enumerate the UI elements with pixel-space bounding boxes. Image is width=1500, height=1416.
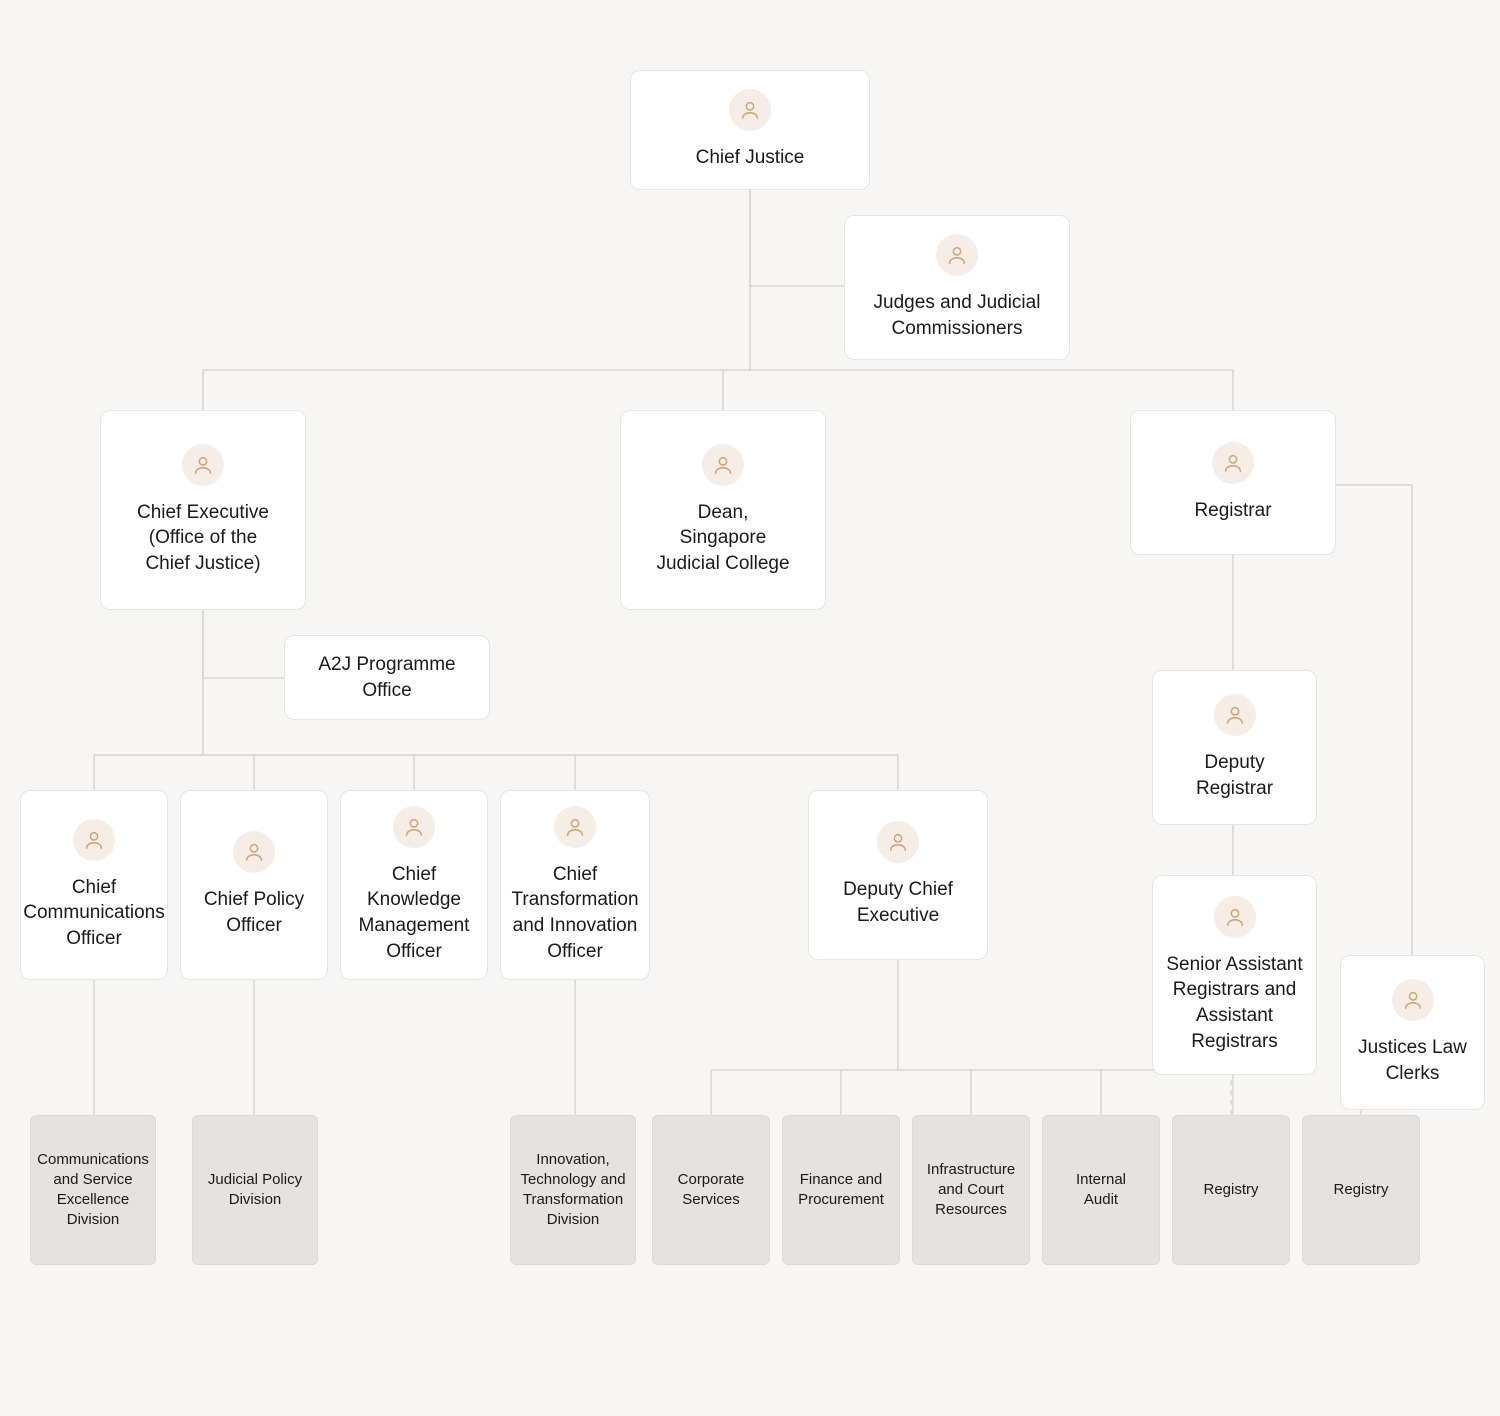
org-node-cco: Chief Communications Officer (20, 790, 168, 980)
org-leaf-label: Corporate Services (678, 1170, 745, 1211)
org-node-dean: Dean, Singapore Judicial College (620, 410, 826, 610)
org-node-label: A2J Programme Office (318, 652, 455, 703)
org-node-label: Chief Policy Officer (204, 887, 304, 938)
connector (203, 370, 1233, 410)
org-leaf-finance: Finance and Procurement (782, 1115, 900, 1265)
person-icon (1392, 979, 1434, 1021)
org-leaf-infra: Infrastructure and Court Resources (912, 1115, 1030, 1265)
org-node-sar: Senior Assistant Registrars and Assistan… (1152, 875, 1317, 1075)
org-node-label: Dean, Singapore Judicial College (656, 500, 789, 577)
org-chart-canvas: Chief Justice Judges and Judicial Commiss… (0, 0, 1500, 1416)
org-node-ctio: Chief Transformation and Innovation Offi… (500, 790, 650, 980)
person-icon (182, 444, 224, 486)
org-node-chief_executive: Chief Executive (Office of the Chief Jus… (100, 410, 306, 610)
org-node-label: Senior Assistant Registrars and Assistan… (1166, 952, 1302, 1055)
org-node-label: Chief Knowledge Management Officer (359, 862, 470, 965)
org-node-jlc: Justices Law Clerks (1340, 955, 1485, 1110)
org-leaf-label: Registry (1203, 1180, 1258, 1200)
org-node-dce: Deputy Chief Executive (808, 790, 988, 960)
org-leaf-label: Innovation, Technology and Transformatio… (520, 1150, 625, 1231)
org-node-label: Chief Communications Officer (23, 875, 165, 952)
org-node-label: Justices Law Clerks (1358, 1035, 1467, 1086)
org-leaf-corp: Corporate Services (652, 1115, 770, 1265)
org-node-judges: Judges and Judicial Commissioners (844, 215, 1070, 360)
org-node-label: Judges and Judicial Commissioners (874, 290, 1041, 341)
org-leaf-label: Infrastructure and Court Resources (927, 1160, 1015, 1221)
org-node-label: Chief Transformation and Innovation Offi… (511, 862, 638, 965)
org-node-label: Chief Executive (Office of the Chief Jus… (137, 500, 269, 577)
org-leaf-ittd: Innovation, Technology and Transformatio… (510, 1115, 636, 1265)
connector (711, 1070, 1231, 1115)
org-node-registrar: Registrar (1130, 410, 1336, 555)
org-node-chief_justice: Chief Justice (630, 70, 870, 190)
org-leaf-label: Judicial Policy Division (208, 1170, 302, 1211)
org-leaf-label: Communications and Service Excellence Di… (37, 1150, 149, 1231)
org-leaf-label: Internal Audit (1076, 1170, 1126, 1211)
org-node-a2j: A2J Programme Office (284, 635, 490, 720)
org-node-dep_registrar: Deputy Registrar (1152, 670, 1317, 825)
person-icon (393, 806, 435, 848)
org-leaf-comm_div: Communications and Service Excellence Di… (30, 1115, 156, 1265)
person-icon (729, 89, 771, 131)
connector (203, 610, 284, 678)
org-leaf-registry1: Registry (1172, 1115, 1290, 1265)
org-leaf-audit: Internal Audit (1042, 1115, 1160, 1265)
person-icon (1214, 694, 1256, 736)
person-icon (936, 234, 978, 276)
org-node-label: Chief Justice (696, 145, 805, 171)
connector (94, 755, 898, 790)
person-icon (233, 831, 275, 873)
connector (1336, 485, 1412, 955)
person-icon (554, 806, 596, 848)
person-icon (877, 821, 919, 863)
org-node-ckmo: Chief Knowledge Management Officer (340, 790, 488, 980)
org-leaf-label: Finance and Procurement (798, 1170, 884, 1211)
org-leaf-registry2: Registry (1302, 1115, 1420, 1265)
org-leaf-label: Registry (1333, 1180, 1388, 1200)
org-node-cpo: Chief Policy Officer (180, 790, 328, 980)
org-leaf-jpd: Judicial Policy Division (192, 1115, 318, 1265)
org-node-label: Deputy Chief Executive (843, 877, 953, 928)
org-node-label: Deputy Registrar (1196, 750, 1273, 801)
org-node-label: Registrar (1194, 498, 1271, 524)
connector (750, 190, 844, 286)
person-icon (73, 819, 115, 861)
person-icon (1212, 442, 1254, 484)
person-icon (702, 444, 744, 486)
person-icon (1214, 896, 1256, 938)
